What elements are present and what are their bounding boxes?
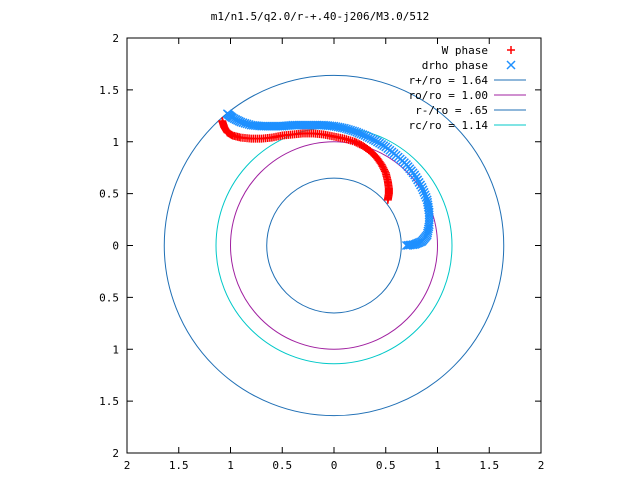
radius-circles [163,74,505,417]
circle-1 [230,141,438,350]
data-point-d2 [401,240,411,251]
data-point-d2 [417,182,427,192]
y-tick-label: 2 [112,32,119,45]
data-point-fill [405,240,415,250]
data-point [401,240,411,251]
data-point-fill-d2 [354,128,364,138]
data-point-fill-d2 [419,187,429,197]
data-point-fill-d2 [343,124,354,135]
y-tick-label: 0.5 [99,291,119,304]
data-point-d2 [339,123,349,133]
data-point-fill-d2 [421,192,431,202]
y-tick-label: 2 [112,447,119,460]
data-series [218,109,434,251]
y-axis-ticks: 2 1.5 1 0.5 0 0.5 1 1.5 2 [99,32,541,460]
data-point-fill-d2 [423,197,433,207]
data-point-fill [421,192,431,202]
data-point-fill-d2 [358,130,368,140]
y-tick-label: 0 [112,240,119,253]
data-point [383,195,392,204]
legend-label: W phase [442,44,488,57]
data-point-d2 [236,117,246,127]
legend-label: drho phase [422,59,488,72]
x-tick-label: 0.5 [376,459,396,472]
data-point-fill-d2 [348,126,358,136]
data-point-d2 [350,126,360,136]
x-tick-label: 0.5 [272,459,292,472]
series-cross [222,109,434,251]
data-point-fill [403,240,413,250]
y-tick-label: 1 [112,343,119,356]
legend-label: rc/ro = 1.14 [409,119,489,132]
y-tick-label: 1.5 [99,84,119,97]
data-point-fill-d2 [403,240,413,250]
data-point-fill-d2 [423,202,433,212]
circle-0.65 [266,177,402,314]
data-point-fill-d2 [418,185,428,195]
legend-label: r+/ro = 1.64 [409,74,489,87]
data-point-fill [419,187,429,197]
data-point-fill-d2 [356,129,366,139]
y-tick-label: 1.5 [99,395,119,408]
data-point-fill-d2 [273,121,283,131]
data-point [417,182,427,192]
legend: W phase drho phase r+/ro = 1.64 ro/ro = 1.0… [409,44,526,132]
x-axis-ticks: 2 1.5 1 0.5 0 0.5 1 1.5 2 [124,38,545,472]
x-tick-label: 0 [331,459,338,472]
data-point-d2 [422,195,432,205]
data-point-fill-d2 [352,127,362,137]
y-tick-label: 0.5 [99,188,119,201]
data-point-fill-d2 [240,118,250,128]
data-point-fill [420,190,430,200]
y-tick-label: 1 [112,136,119,149]
x-tick-label: 1.5 [479,459,499,472]
legend-label: r-/ro = .65 [415,104,488,117]
legend-marker [507,46,515,54]
legend-label: ro/ro = 1.00 [409,89,488,102]
legend-marker [506,60,516,70]
chart-title: m1/n1.5/q2.0/r-+.40-j206/M3.0/512 [211,10,430,23]
data-point-fill-d2 [423,200,433,210]
data-point-fill-d2 [238,118,248,128]
data-point-fill-d2 [405,240,415,250]
x-tick-label: 2 [538,459,545,472]
x-tick-label: 1 [434,459,441,472]
circle-1.64 [163,74,505,417]
legend-marker-d2 [506,60,516,70]
x-tick-label: 1.5 [169,459,189,472]
x-tick-label: 1 [227,459,234,472]
data-point-fill-d2 [341,124,351,134]
series-plus [218,117,393,204]
data-point-fill [418,185,428,195]
data-point-fill-d2 [420,190,430,200]
data-point-fill-d2 [346,125,356,135]
x-tick-label: 2 [124,459,131,472]
